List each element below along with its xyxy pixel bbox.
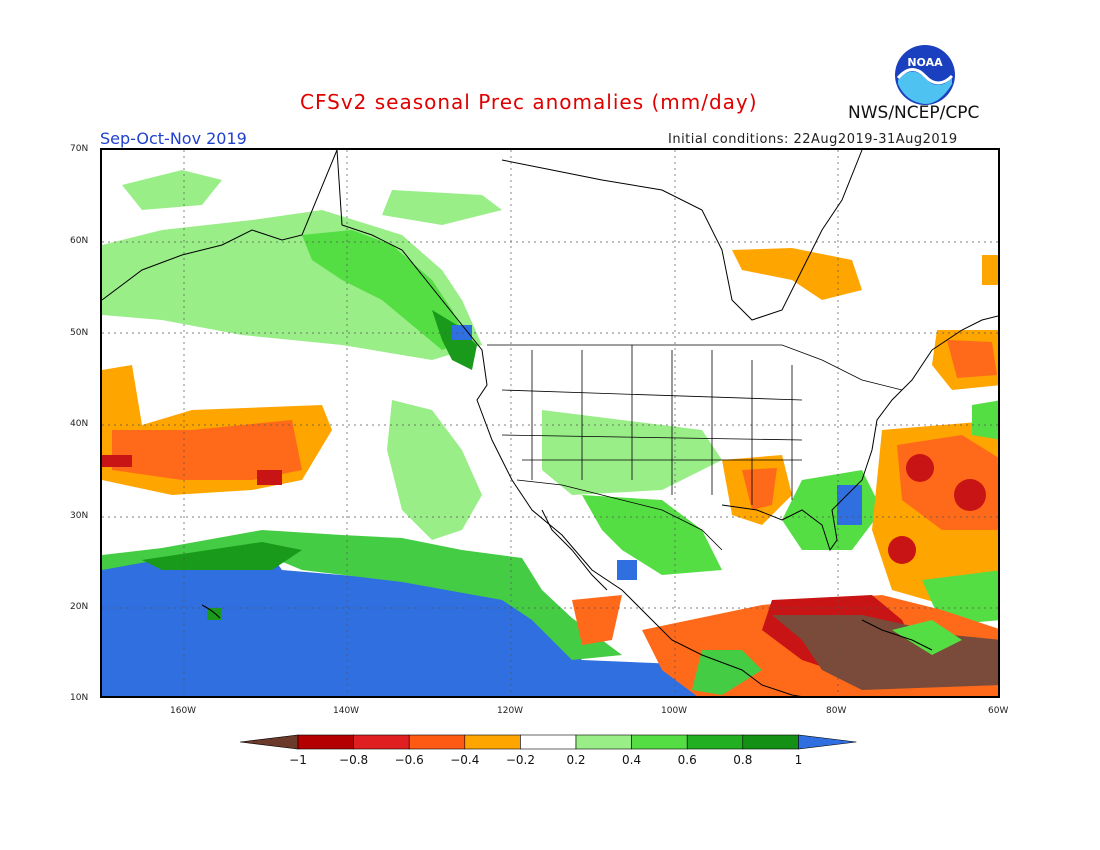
lat-label-10n: 10N — [70, 693, 89, 703]
colorbar-label: −0.4 — [450, 753, 480, 767]
north-alaska-wet — [122, 170, 222, 210]
central-america-wet — [692, 650, 762, 695]
hawaii-wet — [207, 608, 221, 620]
map-canvas — [102, 150, 998, 696]
colorbar-label: 0.4 — [622, 753, 642, 767]
colorbar-label: 0.8 — [733, 753, 753, 767]
mexico-wet — [582, 495, 722, 575]
caribbean-south-wet — [892, 620, 962, 655]
logo-text: NOAA — [907, 56, 943, 69]
southeast-us-moderate-dry — [742, 468, 777, 510]
mexico-strong-wet — [617, 560, 637, 580]
colorbar-label: −1 — [289, 753, 307, 767]
lon-label-80w: 80W — [826, 706, 847, 716]
lat-label-60n: 60N — [70, 236, 89, 246]
colorbar-box — [686, 734, 744, 750]
colorbar-box — [520, 734, 577, 750]
colorbar-label: 0.2 — [566, 753, 586, 767]
newfoundland-moderate-dry — [947, 340, 997, 378]
lat-label-30n: 30N — [70, 511, 89, 521]
lat-label-40n: 40N — [70, 419, 89, 429]
borders — [487, 344, 903, 551]
lat-label-20n: 20N — [70, 602, 89, 612]
colorbar-label: 1 — [794, 753, 803, 767]
colorbar-arrow-right — [798, 734, 857, 750]
colorbar-arrow-left — [240, 734, 299, 750]
west-us-wet — [387, 400, 482, 540]
canada-dry — [732, 248, 862, 300]
lon-label-120w: 120W — [497, 706, 524, 716]
map-title: CFSv2 seasonal Prec anomalies (mm/day) — [300, 90, 758, 114]
colorbar-box — [631, 734, 688, 750]
canada-east-dry — [982, 255, 998, 285]
noaa-logo-icon: NOAA — [895, 45, 955, 105]
colorbar-box — [353, 734, 410, 750]
colorbar-label: −0.2 — [505, 753, 535, 767]
lon-label-140w: 140W — [333, 706, 360, 716]
initial-conditions-label: Initial conditions: 22Aug2019-31Aug2019 — [668, 132, 958, 147]
pacific-wet-fringe — [102, 530, 622, 660]
lat-label-50n: 50N — [70, 328, 89, 338]
colorbar — [240, 734, 857, 750]
atlantic-dry-core-1 — [906, 454, 934, 482]
central-pacific-dry-core — [102, 455, 132, 467]
colorbar-box — [297, 734, 354, 750]
lon-label-160w: 160W — [170, 706, 197, 716]
atlantic-dry-core-3 — [888, 536, 916, 564]
colorbar-label: −0.8 — [339, 753, 369, 767]
florida-strong-wet — [837, 485, 862, 525]
atlantic-dry-core-2 — [954, 479, 986, 511]
lon-label-60w: 60W — [988, 706, 1009, 716]
arctic-wet — [382, 190, 502, 225]
colorbar-box — [408, 734, 466, 750]
colorbar-label: 0.6 — [677, 753, 697, 767]
coastlines — [102, 150, 998, 696]
colorbar-box — [575, 734, 632, 750]
bc-strong-wet — [452, 325, 472, 340]
east-pacific-dry — [572, 595, 622, 645]
pacific-wet-region — [102, 542, 720, 696]
colorbar-box — [464, 734, 521, 750]
pacific-more-wet — [142, 542, 302, 570]
alaska-coast-wet — [302, 230, 467, 350]
central-pacific-moderate-dry — [112, 420, 302, 480]
season-label: Sep-Oct-Nov 2019 — [100, 129, 247, 148]
graticule — [102, 150, 998, 696]
central-pacific-dry-core-2 — [257, 470, 282, 485]
lon-label-100w: 100W — [661, 706, 688, 716]
precip-anomaly-map — [100, 148, 1000, 698]
colorbar-box — [742, 734, 799, 750]
agency-label: NWS/NCEP/CPC — [848, 103, 980, 123]
atlantic-wet — [972, 400, 998, 440]
lat-label-70n: 70N — [70, 144, 89, 154]
colorbar-label: −0.6 — [394, 753, 424, 767]
